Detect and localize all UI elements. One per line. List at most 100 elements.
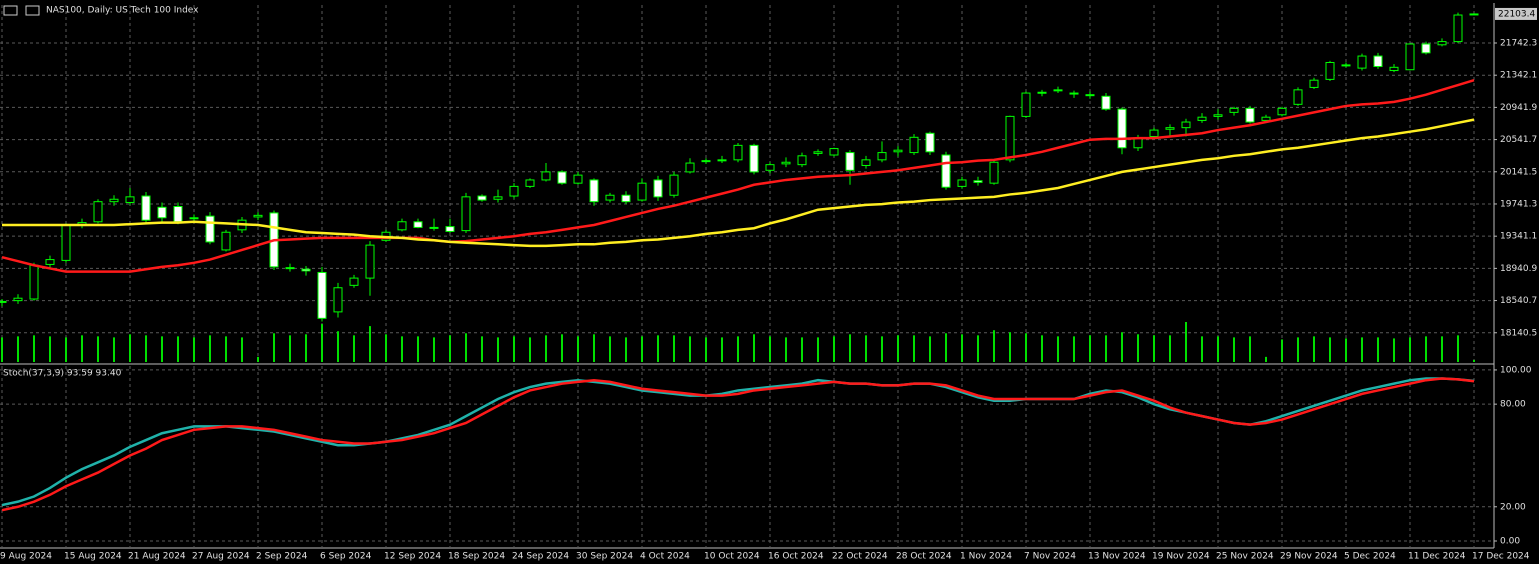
volume-bar <box>353 335 355 362</box>
candle-body <box>429 226 439 229</box>
volume-bar <box>17 336 19 362</box>
volume-bar <box>849 334 851 362</box>
candle-body <box>605 194 615 201</box>
volume-bar <box>273 333 275 362</box>
candle-body <box>1165 127 1175 130</box>
volume-bar <box>129 334 131 362</box>
moving-average-line <box>1 78 1475 273</box>
candle-body <box>1245 107 1255 123</box>
volume-bar <box>321 324 323 362</box>
candle-body <box>1341 64 1351 67</box>
candle-body <box>1229 107 1239 113</box>
y-tick-label: 20141.5 <box>1500 167 1537 177</box>
icon <box>25 5 40 16</box>
volume-bar <box>417 336 419 362</box>
x-tick-label: 24 Sep 2024 <box>512 552 569 562</box>
candle-body <box>157 206 167 219</box>
candle-body <box>1325 61 1335 80</box>
x-tick-label: 12 Sep 2024 <box>384 552 441 562</box>
candle-body <box>189 217 199 220</box>
y-tick-label: 19341.1 <box>1500 232 1537 242</box>
candle-body <box>1357 55 1367 69</box>
y-tick-label: 20941.9 <box>1500 103 1537 113</box>
volume-bar <box>1009 332 1011 362</box>
volume-bar <box>305 334 307 362</box>
volume-bar <box>1025 333 1027 362</box>
x-tick-label: 1 Nov 2024 <box>960 552 1012 562</box>
volume-bar <box>1361 337 1363 362</box>
volume-bar <box>193 337 195 362</box>
volume-bar <box>33 335 35 362</box>
candle-body <box>989 161 999 184</box>
icon <box>3 5 18 16</box>
candle-body <box>1181 121 1191 129</box>
y-tick-label: 21742.3 <box>1500 38 1537 48</box>
candle-body <box>1437 41 1447 46</box>
candle-body <box>1389 66 1399 72</box>
indicator-title: Stoch(37,3,9) 93.59 93.40 <box>3 369 122 379</box>
x-tick-label: 28 Oct 2024 <box>896 552 952 562</box>
volume-bar <box>1057 336 1059 362</box>
volume-bar <box>241 337 243 362</box>
y-tick-label: 20541.7 <box>1500 135 1537 145</box>
candle-body <box>1117 108 1127 149</box>
volume-bar <box>177 336 179 362</box>
x-tick-label: 4 Oct 2024 <box>640 552 690 562</box>
x-tick-label: 27 Aug 2024 <box>192 552 250 562</box>
candle-body <box>1069 92 1079 95</box>
candle-body <box>1053 89 1063 92</box>
candle-body <box>765 164 775 171</box>
volume-bar <box>1457 335 1459 362</box>
candle-body <box>1037 91 1047 94</box>
volume-bar <box>817 337 819 362</box>
volume-bar <box>609 336 611 362</box>
x-tick-label: 11 Dec 2024 <box>1408 552 1466 562</box>
current-price-box <box>1495 7 1537 20</box>
candle-body <box>1373 55 1383 68</box>
volume-bar <box>1185 322 1187 362</box>
volume-bar <box>833 336 835 362</box>
volume-bar <box>1105 335 1107 362</box>
candle-body <box>1453 14 1463 43</box>
candle-body <box>365 244 375 279</box>
candle-body <box>1085 94 1095 97</box>
volume-bar <box>1329 337 1331 362</box>
volume-bar <box>785 337 787 362</box>
indicator-line <box>1 377 1475 512</box>
candle-body <box>1293 89 1303 105</box>
candle-body <box>525 179 535 187</box>
volume-bar <box>625 337 627 362</box>
candle-body <box>1021 92 1031 117</box>
x-tick-label: 30 Sep 2024 <box>576 552 633 562</box>
volume-bar <box>673 335 675 362</box>
volume-bar <box>897 335 899 362</box>
volume-bar <box>257 356 259 362</box>
volume-bar <box>433 337 435 362</box>
volume-bar <box>97 336 99 362</box>
volume-bar <box>209 335 211 362</box>
x-tick-label: 13 Nov 2024 <box>1088 552 1146 562</box>
candle-body <box>845 152 855 171</box>
volume-bar <box>1169 335 1171 362</box>
volume-bar <box>657 335 659 362</box>
candle-body <box>13 297 23 302</box>
candle-body <box>669 174 679 196</box>
volume-bar <box>81 335 83 362</box>
candle-body <box>253 214 263 218</box>
volume-bar <box>289 335 291 362</box>
candle-body <box>557 171 567 184</box>
candle-body <box>493 196 503 200</box>
volume-bar <box>945 333 947 362</box>
candle-body <box>1405 43 1415 71</box>
candle-body <box>957 179 967 187</box>
volume-bar <box>449 335 451 362</box>
candle-body <box>701 160 711 163</box>
volume-bar <box>1473 359 1475 362</box>
volume-bar <box>1137 334 1139 362</box>
x-tick-label: 7 Nov 2024 <box>1024 552 1076 562</box>
candle-body <box>653 179 663 198</box>
volume-bar <box>1393 338 1395 362</box>
y-tick-label: 80.00 <box>1500 400 1526 410</box>
candle-body <box>221 231 231 251</box>
